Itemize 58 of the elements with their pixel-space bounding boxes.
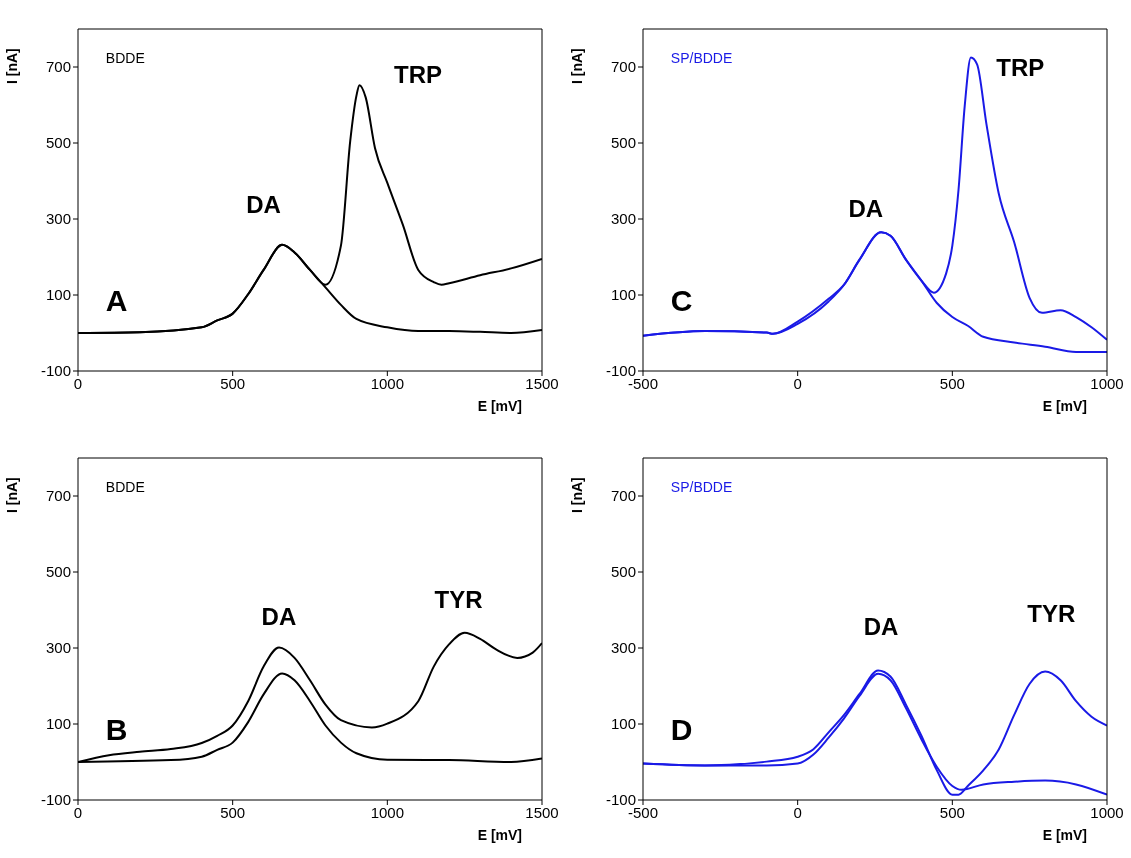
y-tick-label: 100	[610, 715, 636, 733]
y-tick-label: 100	[45, 286, 71, 304]
y-tick-label: 700	[45, 58, 71, 76]
x-tick-label: 1000	[1090, 803, 1124, 821]
annotation: D	[670, 712, 693, 746]
x-tick-label: 1000	[1090, 374, 1124, 392]
y-axis-title: I [nA]	[3, 48, 20, 84]
y-tick-label: 500	[45, 134, 71, 152]
annotation: TYR	[434, 585, 483, 613]
y-axis-title: I [nA]	[568, 48, 585, 84]
annotation: TRP	[996, 54, 1045, 82]
y-tick-label: 700	[610, 58, 636, 76]
x-axis-title: E [mV]	[477, 827, 522, 843]
y-tick-label: 100	[45, 715, 71, 733]
y-tick-label: 700	[45, 487, 71, 505]
y-tick-label: -100	[40, 791, 71, 809]
x-axis-title: E [mV]	[477, 398, 522, 414]
x-tick-label: 1500	[525, 374, 559, 392]
x-tick-label: 0	[793, 374, 802, 392]
x-tick-label: 0	[73, 374, 83, 392]
x-tick-label: 0	[73, 803, 83, 821]
annotation: DA	[848, 194, 884, 222]
y-tick-label: 100	[610, 286, 636, 304]
annotation: BDDE	[105, 479, 145, 496]
annotation: SP/BDDE	[670, 479, 733, 496]
x-tick-label: 500	[939, 374, 965, 392]
y-tick-label: 300	[45, 639, 71, 657]
y-axis-title: I [nA]	[568, 477, 585, 513]
annotation: DA	[261, 603, 297, 631]
x-tick-label: 500	[220, 803, 246, 821]
annotation: BDDE	[105, 50, 145, 67]
y-tick-label: 700	[610, 487, 636, 505]
annotation: A	[105, 283, 128, 317]
annotation: DA	[863, 613, 899, 641]
y-tick-label: 500	[45, 563, 71, 581]
x-axis-title: E [mV]	[1042, 827, 1087, 843]
x-tick-label: 0	[793, 803, 802, 821]
annotation: C	[670, 283, 693, 317]
y-tick-label: -100	[40, 362, 71, 380]
y-axis-title: I [nA]	[3, 477, 20, 513]
annotation: DA	[246, 191, 281, 219]
annotation: SP/BDDE	[670, 50, 733, 67]
x-tick-label: 1000	[370, 803, 405, 821]
y-tick-label: 300	[45, 210, 71, 228]
x-tick-label: 1000	[370, 374, 405, 392]
y-tick-label: 500	[610, 563, 636, 581]
annotation: B	[105, 712, 128, 746]
y-tick-label: 300	[610, 210, 636, 228]
y-tick-label: -100	[605, 791, 636, 809]
annotation: TYR	[1027, 599, 1076, 627]
annotation: TRP	[394, 61, 443, 89]
x-tick-label: 500	[939, 803, 965, 821]
x-tick-label: 500	[220, 374, 246, 392]
y-tick-label: 500	[610, 134, 636, 152]
x-tick-label: 1500	[525, 803, 559, 821]
y-tick-label: -100	[605, 362, 636, 380]
y-tick-label: 300	[610, 639, 636, 657]
x-axis-title: E [mV]	[1042, 398, 1087, 414]
